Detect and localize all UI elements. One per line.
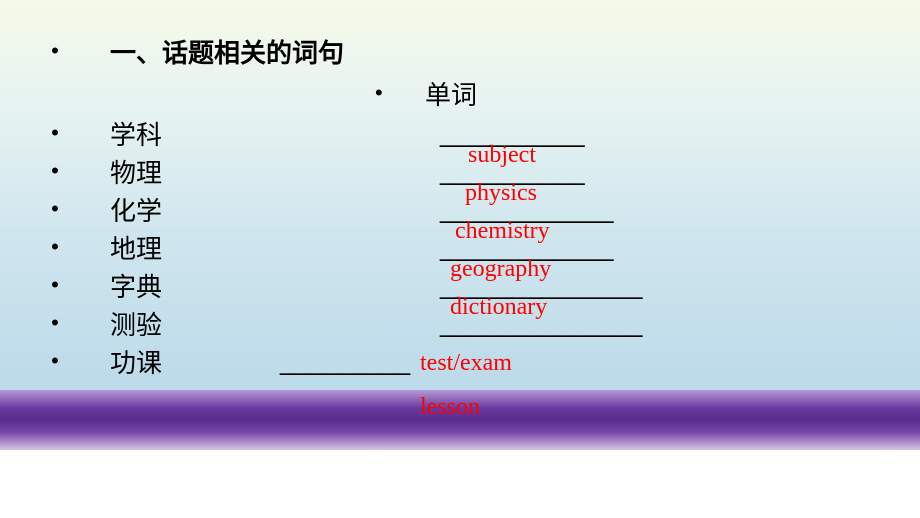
- left-item-2: 化学: [110, 191, 162, 228]
- bullet-item-0: •: [0, 120, 110, 146]
- left-item-6: 功课: [110, 343, 162, 380]
- bullet-item-3: •: [0, 234, 110, 260]
- answer-5: test/exam: [420, 350, 512, 377]
- bullet-title: •: [0, 38, 110, 64]
- bullet-item-1: •: [0, 158, 110, 184]
- left-item-4: 字典: [110, 267, 162, 304]
- slide-content: • 一、话题相关的词句 • 单词 • 学科 __________ • 物理 su…: [0, 0, 920, 430]
- bullet-item-4: •: [0, 272, 110, 298]
- background-bottom: [0, 450, 920, 518]
- bullet-item-5: •: [0, 310, 110, 336]
- left-item-1: 物理: [110, 153, 162, 190]
- blank-6: _________: [280, 346, 410, 377]
- bullet-item-2: •: [0, 196, 110, 222]
- left-item-0: 学科: [110, 115, 162, 152]
- bullet-item-6: •: [0, 348, 110, 374]
- left-item-3: 地理: [110, 229, 162, 266]
- blank-5: ______________: [440, 308, 642, 339]
- bullet-right-heading: •: [375, 80, 383, 106]
- section-title: 一、话题相关的词句: [110, 33, 344, 70]
- right-heading: 单词: [425, 75, 477, 112]
- answer-6: lesson: [420, 394, 480, 421]
- left-item-5: 测验: [110, 305, 162, 342]
